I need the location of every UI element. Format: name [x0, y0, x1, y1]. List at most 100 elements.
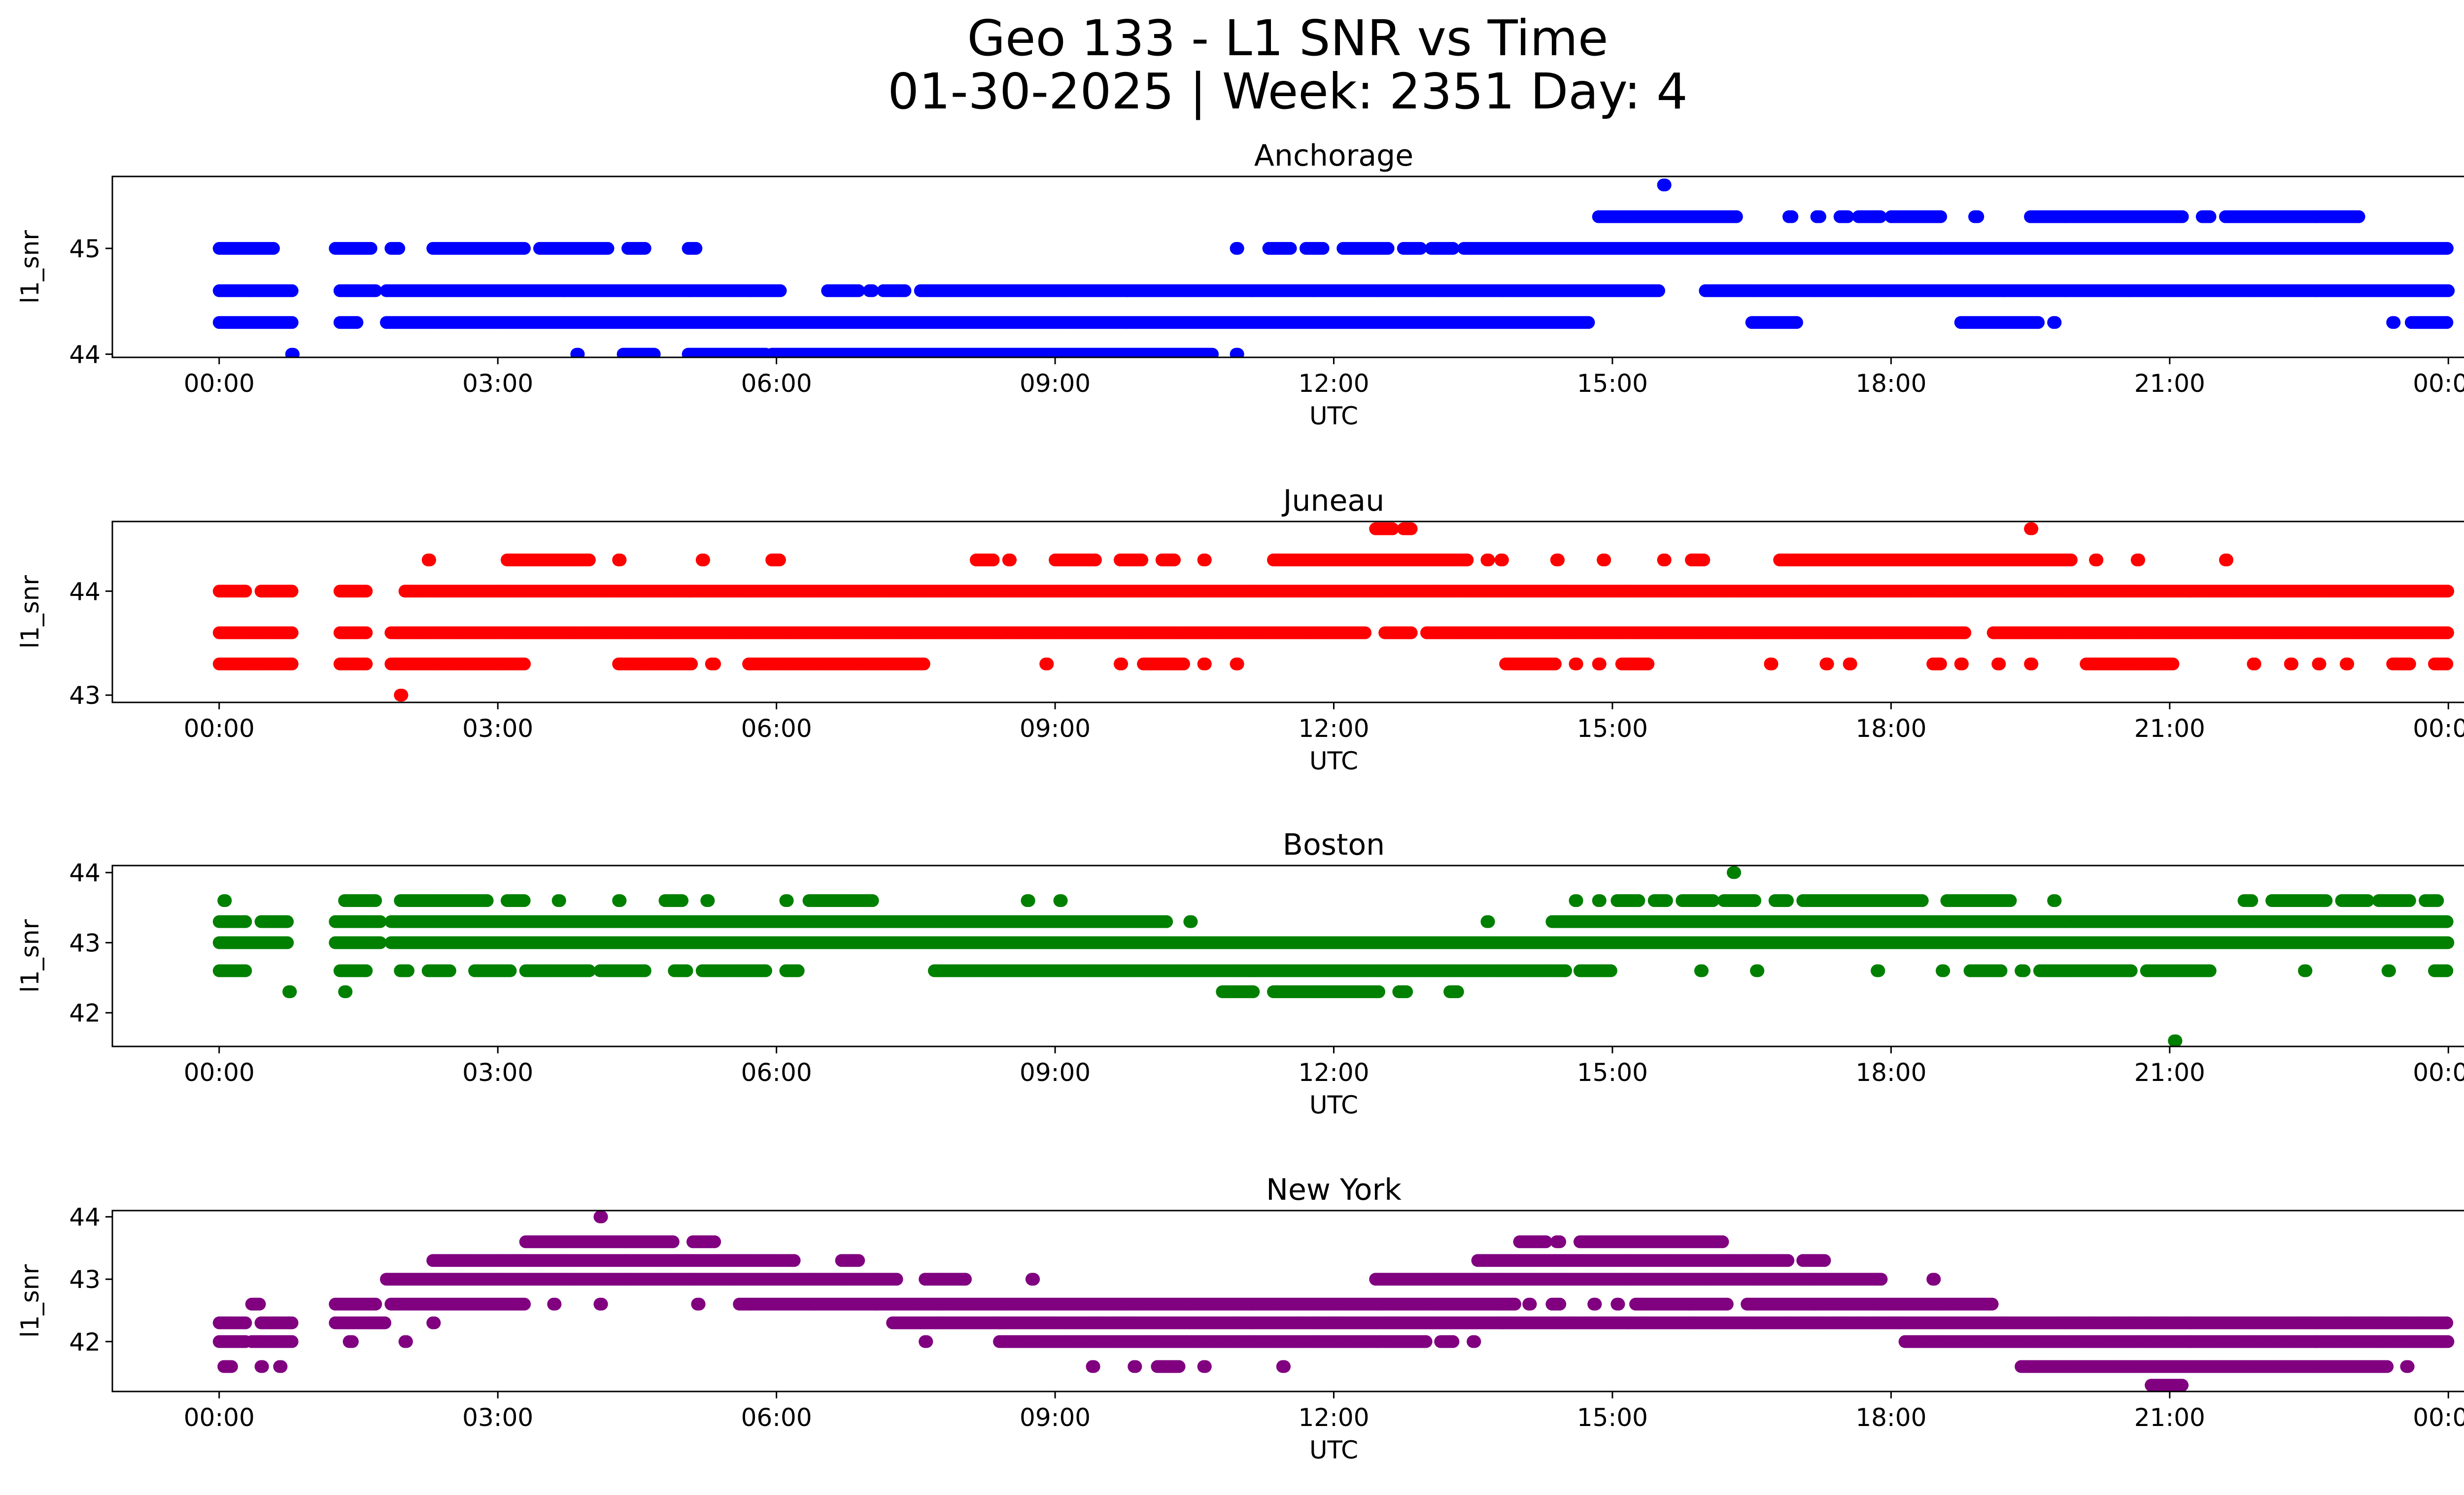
y-axis-label: l1_snr: [16, 230, 44, 304]
panel-title: Anchorage: [1254, 139, 1413, 173]
data-point: [2025, 658, 2039, 670]
data-point: [648, 348, 661, 357]
data-point: [1593, 658, 1607, 670]
data-point: [518, 658, 531, 670]
data-point: [2286, 658, 2298, 670]
data-point: [2248, 658, 2261, 670]
data-point: [1231, 348, 1244, 357]
data-point: [350, 316, 364, 329]
data-point: [364, 242, 377, 255]
data-point: [685, 658, 698, 670]
data-series-group: [212, 522, 2455, 702]
data-series: [212, 316, 2454, 329]
data-point: [689, 242, 703, 255]
panel-anchorage: Anchorage 00:00 03:00 06:00 09:00 12:00 15:00 1…: [16, 139, 2464, 430]
data-series: [1592, 210, 2365, 223]
x-tick-label: 00:00: [2413, 369, 2464, 398]
data-point: [1790, 316, 1803, 329]
x-tick-label: 12:00: [1298, 369, 1369, 398]
figure-title-line-1: Geo 133 - L1 SNR vs Time: [967, 9, 1608, 67]
data-point: [285, 658, 299, 670]
data-point: [1284, 242, 1297, 255]
figure-title-line-2: 01-30-2025 | Week: 2351 Day: 4: [888, 63, 1688, 120]
x-tick-label: 09:00: [1020, 369, 1091, 398]
data-point: [2440, 316, 2454, 329]
data-point: [2313, 658, 2327, 670]
data-point: [601, 242, 615, 255]
data-point: [917, 658, 930, 670]
data-point: [369, 284, 382, 297]
y-tick-label: 44: [69, 341, 101, 369]
x-tick-label: 06:00: [741, 369, 812, 398]
data-point: [898, 284, 912, 297]
data-point: [1206, 348, 1219, 357]
data-point: [1582, 316, 1595, 329]
data-point: [1177, 658, 1190, 670]
data-point: [285, 284, 299, 297]
data-point: [2176, 210, 2189, 223]
data-point: [866, 284, 879, 297]
data-series: [394, 689, 409, 702]
x-tick-label: 18:00: [1855, 369, 1926, 398]
data-point: [1570, 658, 1583, 670]
x-tick-label: 15:00: [1577, 369, 1648, 398]
data-point: [1642, 658, 1655, 670]
data-point: [518, 242, 531, 255]
x-tick-label: 21:00: [2134, 369, 2205, 398]
data-point: [360, 626, 373, 639]
data-series: [212, 242, 2454, 255]
data-point: [2440, 658, 2454, 670]
data-point: [267, 242, 280, 255]
x-tick-label: 00:00: [184, 369, 255, 398]
data-point: [395, 689, 409, 702]
data-point: [1993, 658, 2006, 670]
data-point: [2388, 316, 2401, 329]
data-point: [1446, 242, 1460, 255]
data-series: [212, 284, 2455, 297]
data-point: [1934, 210, 1948, 223]
data-point: [2166, 658, 2180, 670]
data-point: [1115, 658, 1129, 670]
data-point: [285, 626, 299, 639]
data-point: [1414, 242, 1427, 255]
data-point: [774, 284, 787, 297]
data-point: [392, 242, 406, 255]
x-tick-label: 03:00: [462, 369, 533, 398]
x-axis-label: UTC: [1309, 402, 1358, 430]
data-point: [2442, 284, 2455, 297]
data-point: [1934, 658, 1947, 670]
data-point: [1041, 658, 1054, 670]
data-point: [2049, 316, 2062, 329]
data-point: [1316, 242, 1330, 255]
data-point: [2403, 658, 2416, 670]
data-point: [1955, 658, 1969, 670]
axes-frame: [111, 175, 2464, 358]
data-series: [1657, 178, 1672, 192]
data-point: [1765, 658, 1779, 670]
data-point: [1971, 210, 1985, 223]
data-series: [212, 658, 2454, 670]
data-point: [708, 658, 721, 670]
data-series: [212, 626, 2454, 639]
data-point: [1841, 210, 1854, 223]
data-point: [1813, 210, 1826, 223]
data-point: [1381, 242, 1395, 255]
data-point: [360, 658, 373, 670]
panel-title: Juneau: [1281, 484, 1384, 518]
data-point: [1844, 658, 1857, 670]
data-point: [286, 348, 300, 357]
data-point: [2440, 242, 2454, 255]
data-point: [1785, 210, 1799, 223]
data-point: [1730, 210, 1743, 223]
data-point: [638, 242, 651, 255]
data-point: [1231, 658, 1244, 670]
data-series-group: [212, 178, 2455, 357]
data-point: [2341, 658, 2355, 670]
y-tick-label: 45: [69, 235, 101, 263]
data-point: [2032, 316, 2045, 329]
data-point: [1821, 658, 1834, 670]
data-point: [852, 284, 865, 297]
data-point: [1658, 178, 1672, 192]
